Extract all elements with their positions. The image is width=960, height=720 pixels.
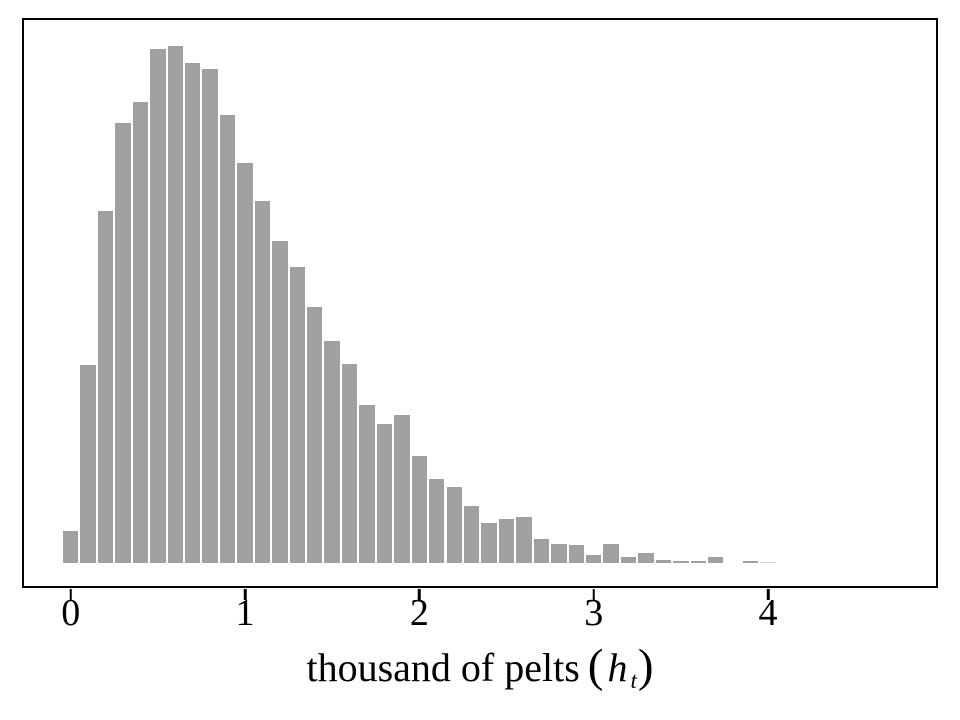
histogram-bar: [219, 115, 236, 563]
x-tick: [418, 589, 421, 600]
histogram-bar: [115, 123, 131, 563]
x-tick-label: 4: [758, 592, 778, 634]
histogram-bar: [481, 523, 497, 563]
histogram-bar: [376, 424, 393, 563]
histogram-bar: [708, 557, 724, 563]
histogram-bar: [603, 544, 619, 563]
histogram-bar: [202, 69, 218, 563]
x-tick-label: 1: [235, 592, 255, 634]
histogram-bar: [80, 365, 96, 563]
histogram-bar: [97, 211, 114, 563]
histogram-bar: [150, 49, 166, 563]
histogram-bar: [568, 545, 584, 563]
histogram-bar: [585, 555, 602, 563]
histogram-bar: [463, 506, 480, 563]
x-tick: [592, 589, 595, 600]
histogram-bar: [516, 517, 532, 563]
histogram-bar: [742, 561, 759, 563]
histogram-bar: [446, 487, 462, 563]
math-variable-h: h: [607, 645, 628, 690]
histogram-bar: [254, 201, 271, 563]
close-paren: ): [637, 640, 654, 692]
math-subscript-t: t: [630, 668, 637, 693]
histogram-bar: [359, 405, 375, 563]
histogram-bar: [620, 557, 637, 563]
histogram-bar: [185, 63, 201, 563]
histogram-bar: [638, 553, 654, 563]
histogram-bar: [167, 46, 183, 563]
x-tick: [243, 589, 247, 600]
x-tick-label: 3: [584, 592, 604, 634]
open-paren: (: [587, 640, 604, 692]
plot-area: [22, 18, 938, 588]
histogram-bar: [760, 562, 776, 563]
histogram-bar: [655, 560, 672, 563]
histogram-bar: [551, 544, 567, 563]
histogram-bar: [237, 163, 253, 563]
histogram-bar: [394, 415, 410, 563]
histogram-bar: [533, 539, 550, 563]
x-tick-label: 2: [409, 592, 429, 634]
x-tick-label: 0: [61, 592, 81, 634]
histogram-bar: [690, 561, 706, 563]
histogram-bar: [324, 341, 340, 563]
histogram-bar: [63, 531, 79, 563]
x-tick: [69, 589, 72, 600]
histogram-bar: [289, 267, 306, 563]
x-axis-label-text: thousand of pelts: [306, 645, 580, 690]
x-axis-label: thousand of pelts(h t): [22, 640, 938, 693]
histogram-bar: [411, 456, 428, 563]
histogram-bar: [498, 519, 515, 563]
histogram-bar: [673, 561, 689, 563]
histogram-bar: [307, 307, 323, 563]
histogram-bar: [132, 102, 149, 563]
histogram-bar: [272, 241, 288, 563]
x-tick: [766, 589, 770, 600]
histogram-bar: [341, 364, 358, 563]
histogram-bar: [429, 479, 445, 563]
